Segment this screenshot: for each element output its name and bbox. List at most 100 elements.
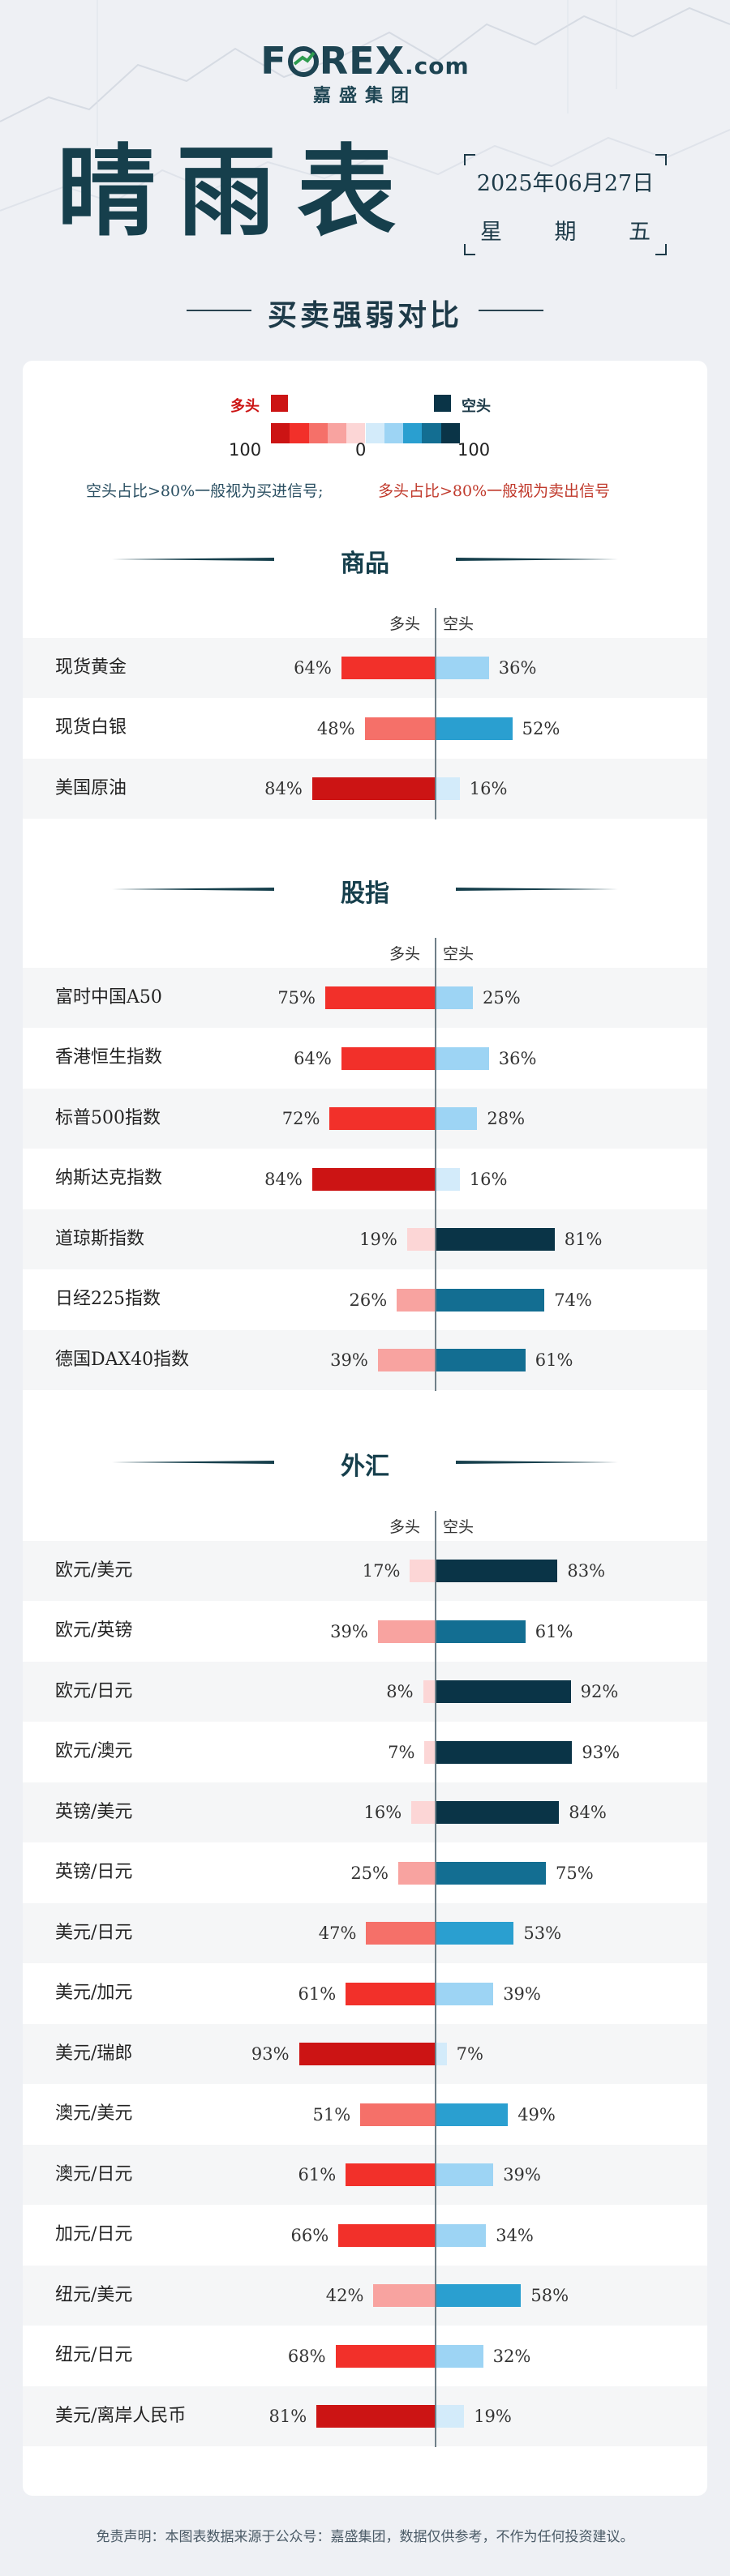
center-axis [435,938,436,1391]
legend-gradient-cell [403,423,423,443]
table-row: 美元/加元 61% 39% [23,1964,707,2024]
table-row: 欧元/英镑 39% 61% [23,1602,707,1662]
content-card: 多头 空头 100 0 100 空头占比>80%一般视为买进信号; 多头占比>8… [23,361,707,2496]
instrument-name: 美元/瑞郎 [55,2043,133,2064]
long-bar [398,1861,435,1885]
long-bar [311,1167,435,1191]
short-bar [436,2405,465,2428]
long-percent: 61% [298,1983,337,2004]
long-bar [311,777,435,800]
long-percent: 64% [294,1048,332,1068]
subtitle: 买卖强弱对比 [267,298,462,332]
short-bar [436,2284,522,2307]
column-header-long: 多头 [389,615,421,633]
legend-gradient-cell [384,423,404,443]
table-row: 欧元/美元 17% 83% [23,1541,707,1601]
instrument-name: 美国原油 [55,777,127,798]
short-percent: 39% [503,2165,541,2184]
column-header-short: 空头 [443,945,474,963]
legend-short-swatch [434,395,451,412]
instrument-name: 欧元/日元 [55,1680,133,1701]
long-bar [335,2344,435,2368]
long-percent: 7% [388,1742,415,1762]
page-title: 晴雨表 [57,133,417,250]
legend-long-swatch [271,395,288,412]
short-bar [436,1982,494,2005]
short-bar [436,1349,526,1371]
instrument-name: 澳元/日元 [55,2163,133,2184]
table-row: 美元/日元 47% 53% [23,1903,707,1963]
background-line-art [0,0,730,212]
instrument-name: 日经225指数 [55,1289,161,1310]
long-percent: 66% [290,2225,329,2245]
long-percent: 39% [330,1350,368,1370]
short-bar [436,1560,558,1582]
short-bar [436,2043,447,2065]
subtitle-banner: 买卖强弱对比 [0,280,730,337]
table-row: 日经225指数 26% 74% [23,1270,707,1330]
section-header: 外汇 [23,1446,707,1481]
instrument-name: 纽元/美元 [55,2284,133,2305]
section-header: 商品 [23,543,707,578]
short-bar [436,657,489,679]
short-percent: 39% [503,1983,541,2004]
short-bar [436,1922,514,1945]
table-row: 标普500指数 72% 28% [23,1089,707,1149]
table-row: 纽元/日元 68% 32% [23,2326,707,2386]
short-percent: 81% [564,1230,603,1249]
short-bar [436,1740,573,1764]
legend-gradient-cell [346,423,366,443]
column-header-long: 多头 [389,945,421,963]
long-percent: 72% [281,1109,320,1128]
long-bar [410,1560,435,1582]
note-short-signal: 空头占比>80%一般视为买进信号; [86,482,324,500]
instrument-name: 富时中国A50 [55,986,162,1008]
column-header-long: 多头 [389,1518,421,1536]
long-percent: 61% [298,2165,337,2184]
weekday-char-2: 期 [554,220,577,245]
short-bar [436,2344,483,2368]
instrument-name: 美元/离岸人民币 [55,2405,187,2426]
table-row: 纳斯达克指数 84% 16% [23,1149,707,1209]
legend-gradient-cell [327,423,347,443]
short-percent: 84% [569,1803,607,1822]
short-bar [436,2103,509,2126]
short-percent: 25% [483,988,521,1008]
weekday-char-3: 五 [629,220,651,245]
long-bar [360,2103,435,2126]
long-percent: 17% [362,1561,401,1581]
short-percent: 53% [523,1923,562,1943]
section-deco-left [112,558,274,561]
instrument-name: 现货黄金 [55,657,127,678]
long-percent: 19% [359,1230,397,1249]
table-row: 加元/日元 66% 34% [23,2206,707,2266]
legend-zero: 0 [355,440,367,460]
table-row: 英镑/日元 25% 75% [23,1843,707,1903]
table-row: 英镑/美元 16% 84% [23,1782,707,1842]
short-bar [436,1620,526,1643]
short-percent: 16% [469,779,508,798]
section-deco-right [456,888,618,891]
long-percent: 84% [264,779,303,798]
long-percent: 84% [264,1169,303,1189]
short-percent: 19% [474,2407,512,2426]
section-title: 商品 [341,550,389,578]
table-row: 香港恒生指数 64% 36% [23,1029,707,1089]
short-bar [436,1861,546,1885]
legend-gradient-cell [365,423,384,443]
instrument-name: 欧元/英镑 [55,1620,133,1641]
column-header-short: 空头 [443,615,474,633]
legend-short-label: 空头 [462,398,491,415]
short-bar [436,717,513,740]
legend-gradient-cell [422,423,441,443]
short-percent: 16% [469,1169,508,1189]
long-bar [316,2405,435,2428]
short-percent: 75% [556,1863,594,1883]
disclaimer: 免责声明：本图表数据来源于公众号：嘉盛集团，数据仅供参考，不作为任何投资建议。 [96,2529,634,2545]
column-header-short: 空头 [443,1518,474,1536]
table-row: 道琼斯指数 19% 81% [23,1209,707,1269]
long-bar [377,1620,435,1643]
table-row: 现货白银 48% 52% [23,699,707,759]
short-bar [436,1680,571,1703]
date-box: 2025年06月27日 星 期 五 [464,154,667,255]
